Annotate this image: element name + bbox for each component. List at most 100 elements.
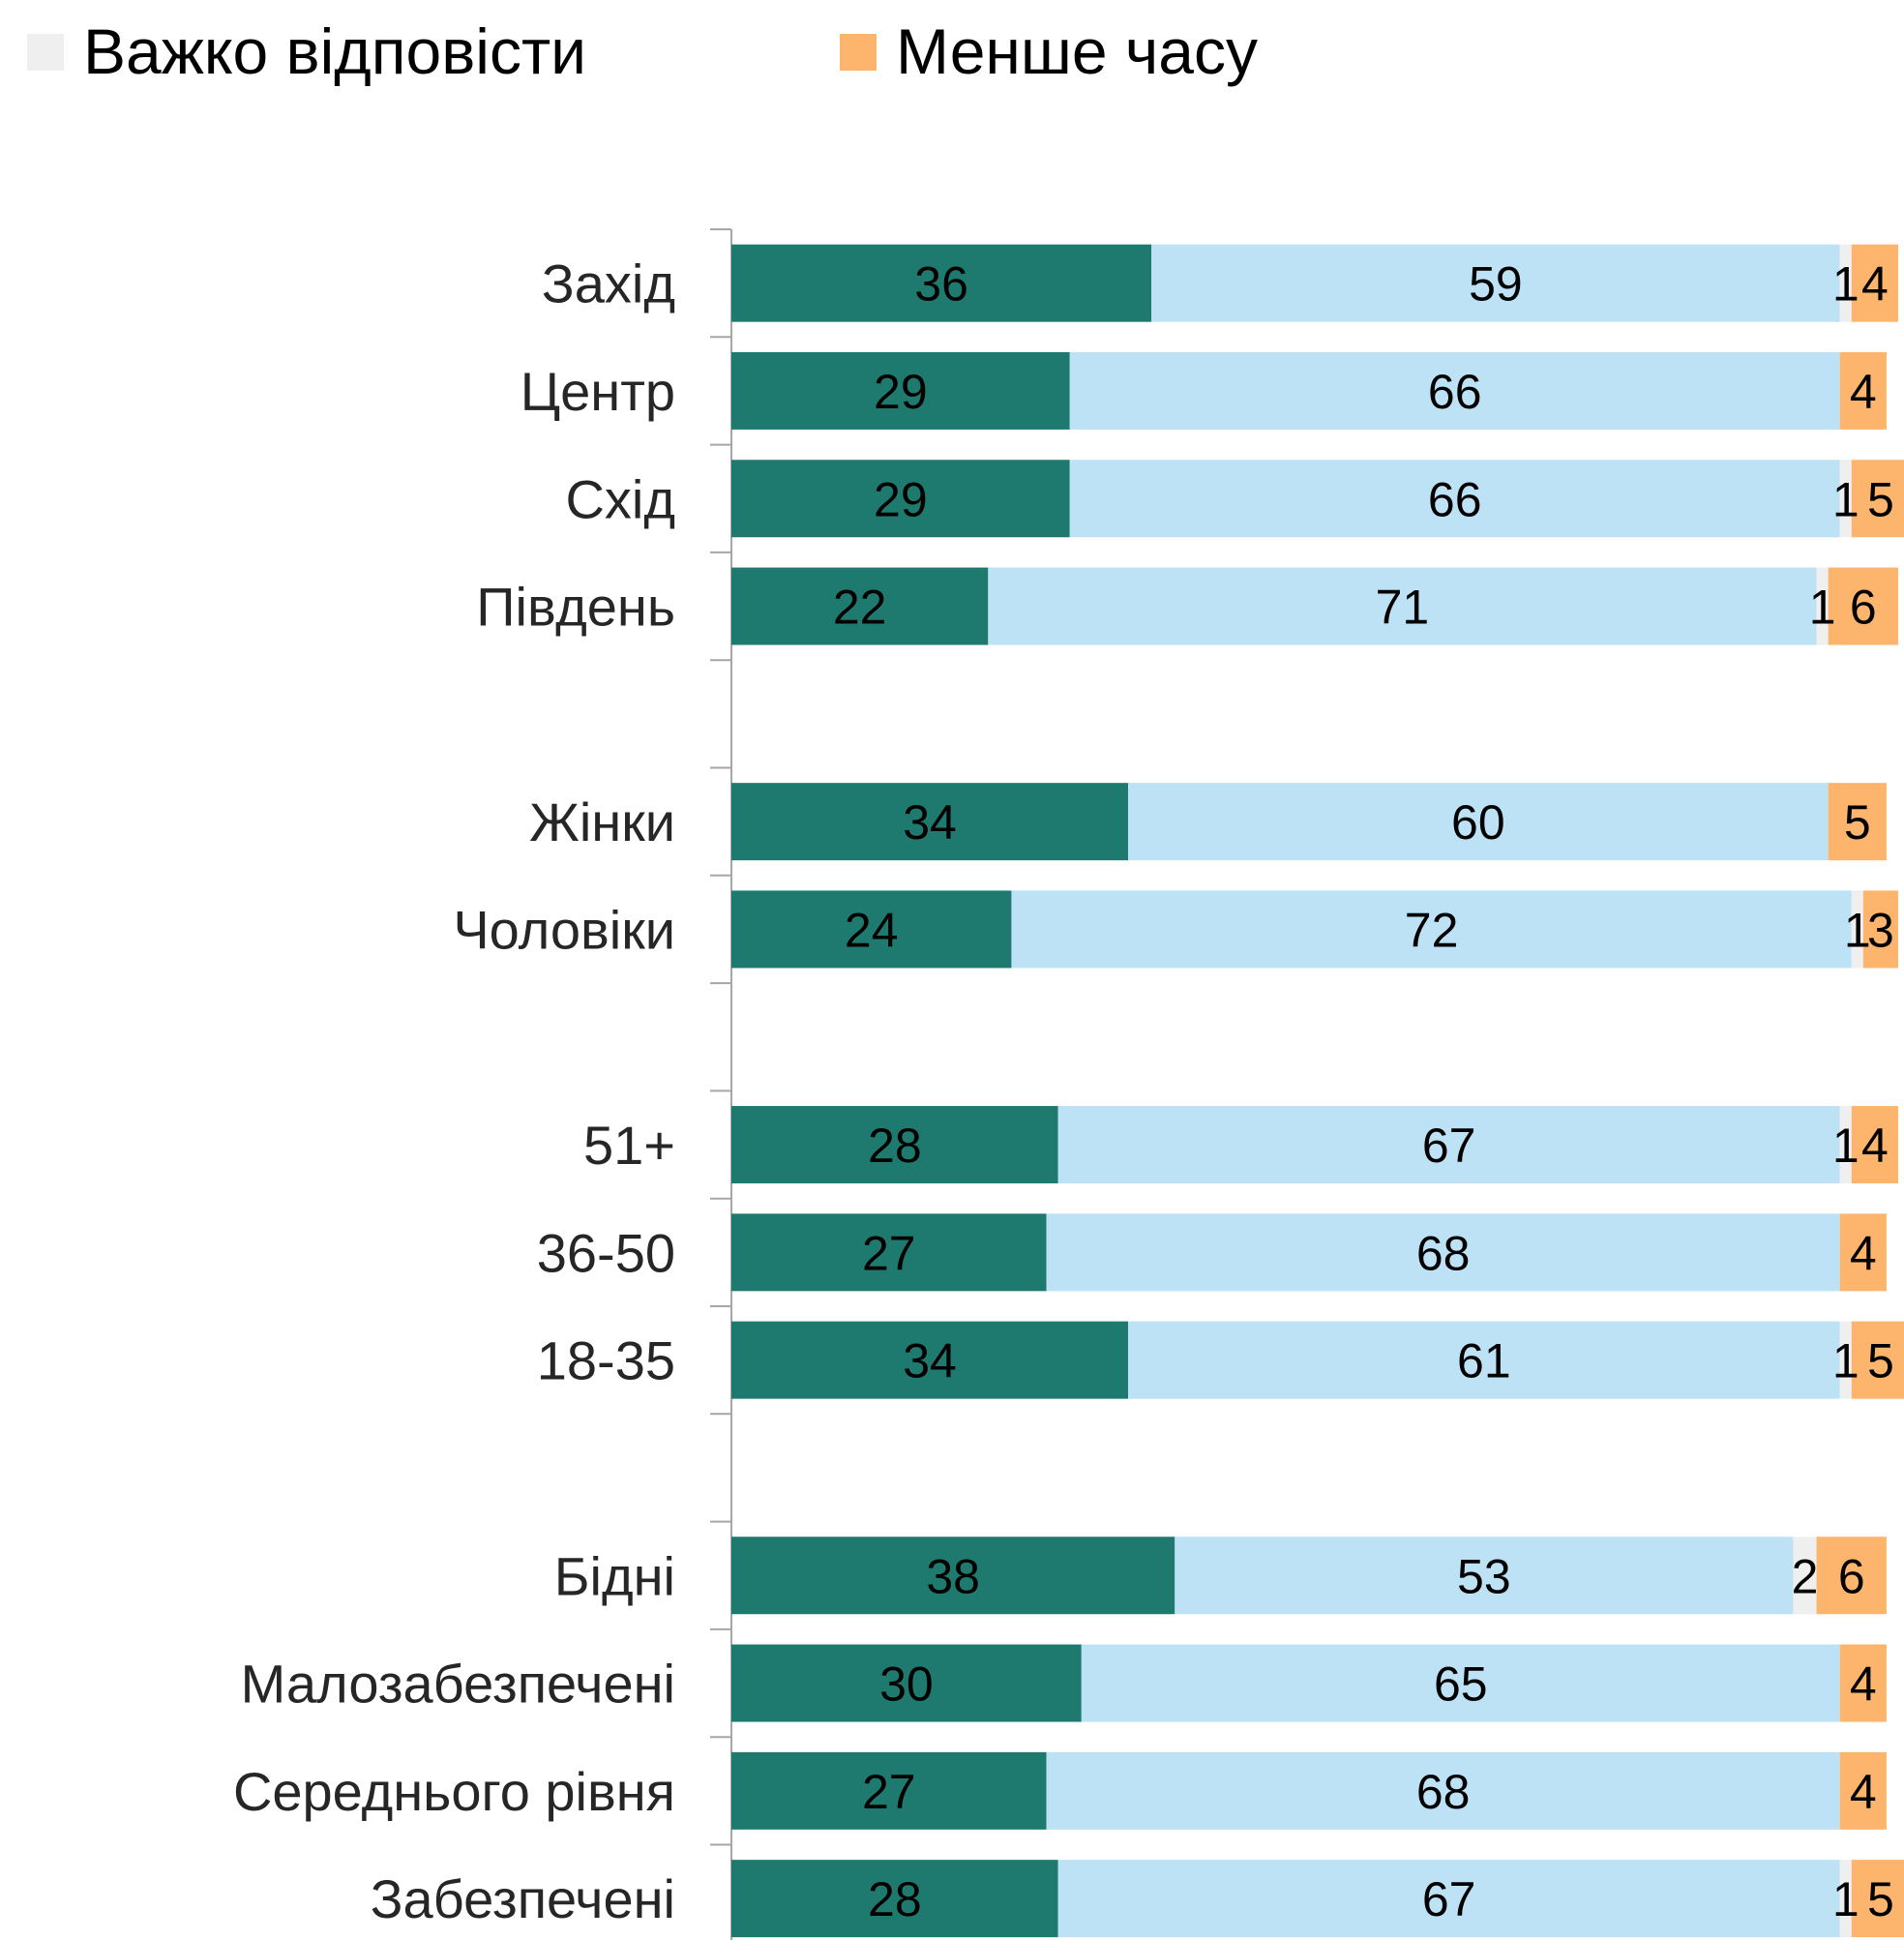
- bar-segment: [731, 1213, 1047, 1292]
- data-label: 60: [1451, 795, 1505, 850]
- bar-segment: [1816, 1537, 1887, 1615]
- bar-segment: [731, 567, 989, 645]
- bar-segment: [1057, 1106, 1840, 1184]
- category-label: Чоловіки: [453, 899, 675, 960]
- data-label: 5: [1844, 795, 1871, 850]
- bar-segment: [731, 1860, 1058, 1938]
- legend-item-dont-know: Важко відповісти: [27, 15, 586, 87]
- data-label: 68: [1416, 1765, 1471, 1819]
- bar-segment: [1839, 244, 1852, 322]
- bar-segment: [1069, 351, 1840, 430]
- bar-segment: [1862, 890, 1898, 969]
- category-label: 51+: [583, 1115, 675, 1176]
- bar-segment: [1851, 1860, 1904, 1938]
- bar-segment: [1057, 1860, 1840, 1938]
- bar-segment: [1828, 567, 1898, 645]
- bar-segment: [731, 783, 1129, 861]
- legend-label-dont-know: Важко відповісти: [83, 15, 586, 87]
- bar-segment: [1839, 1751, 1887, 1830]
- category-label: Центр: [521, 361, 675, 422]
- data-label: 1: [1844, 903, 1871, 957]
- bar-segment: [1851, 890, 1863, 969]
- bar-segment: [1839, 1321, 1852, 1399]
- bar-segment: [1011, 890, 1852, 969]
- bar-segment: [1851, 1321, 1904, 1399]
- data-label: 24: [845, 903, 899, 957]
- data-label: 4: [1850, 1765, 1877, 1819]
- data-label: 38: [926, 1549, 980, 1603]
- data-label: 5: [1867, 1872, 1894, 1926]
- data-label: 1: [1832, 1119, 1859, 1173]
- data-label: 67: [1422, 1872, 1476, 1926]
- category-label: Південь: [476, 577, 675, 638]
- category-label: 36-50: [537, 1222, 675, 1283]
- data-label: 68: [1416, 1226, 1471, 1280]
- bar-segment: [1816, 567, 1829, 645]
- bar-segment: [1839, 351, 1887, 430]
- legend-swatch-less-time: [840, 34, 877, 71]
- bar-segment: [731, 890, 1012, 969]
- bar-segment: [1839, 1106, 1852, 1184]
- category-label: Бідні: [554, 1545, 675, 1606]
- data-label: 34: [903, 1334, 957, 1388]
- bar-segment: [731, 1537, 1175, 1615]
- legend-swatch-dont-know: [27, 34, 64, 71]
- data-label: 4: [1850, 365, 1877, 419]
- data-label: 1: [1832, 257, 1859, 312]
- data-label: 53: [1457, 1549, 1511, 1603]
- bar-segment: [1839, 1213, 1887, 1292]
- data-label: 67: [1422, 1119, 1476, 1173]
- data-label: 34: [903, 795, 957, 850]
- bar-segment: [731, 1644, 1082, 1722]
- data-label: 3: [1867, 903, 1894, 957]
- data-label: 1: [1832, 1872, 1859, 1926]
- data-label: 1: [1832, 1334, 1859, 1388]
- category-label: Схід: [565, 468, 675, 529]
- bar-segment: [1793, 1537, 1817, 1615]
- data-label: 6: [1850, 581, 1877, 635]
- legend-label-less-time: Менше часу: [896, 15, 1258, 87]
- bar-segment: [1151, 244, 1840, 322]
- bar-segment: [1828, 783, 1887, 861]
- category-label: 18-35: [537, 1330, 675, 1391]
- category-label: Жінки: [529, 791, 675, 852]
- data-label: 71: [1376, 581, 1430, 635]
- legend-item-less-time: Менше часу: [840, 15, 1258, 87]
- data-label: 22: [833, 581, 887, 635]
- data-label: 5: [1867, 472, 1894, 526]
- bar-segment: [988, 567, 1817, 645]
- data-label: 1: [1809, 581, 1836, 635]
- bar-segment: [1851, 1106, 1898, 1184]
- bar-segment: [1069, 460, 1840, 538]
- data-label: 6: [1838, 1549, 1865, 1603]
- data-label: 28: [868, 1119, 922, 1173]
- bar-segment: [1128, 1321, 1840, 1399]
- category-label: Середнього рівня: [233, 1761, 675, 1822]
- data-label: 2: [1792, 1549, 1819, 1603]
- data-label: 27: [862, 1226, 916, 1280]
- bar-segment: [731, 460, 1070, 538]
- bar-segment: [1175, 1537, 1794, 1615]
- data-label: 5: [1867, 1334, 1894, 1388]
- data-label: 27: [862, 1765, 916, 1819]
- data-label: 29: [874, 365, 928, 419]
- data-label: 28: [868, 1872, 922, 1926]
- data-label: 36: [914, 257, 968, 312]
- category-label: Забезпечені: [371, 1868, 675, 1929]
- bar-segment: [731, 1106, 1058, 1184]
- data-label: 66: [1428, 365, 1482, 419]
- data-label: 65: [1434, 1657, 1488, 1712]
- data-label: 72: [1405, 903, 1459, 957]
- bar-segment: [1851, 244, 1898, 322]
- bar-segment: [1128, 783, 1829, 861]
- data-label: 30: [879, 1657, 934, 1712]
- legend: Важко відповісти Менше часу: [27, 15, 1258, 87]
- bar-segment: [731, 351, 1070, 430]
- bar-segment: [1839, 1644, 1887, 1722]
- bar-segment: [1851, 460, 1904, 538]
- bar-segment: [1046, 1213, 1840, 1292]
- data-label: 4: [1850, 1657, 1877, 1712]
- data-label: 66: [1428, 472, 1482, 526]
- bar-segment: [1081, 1644, 1840, 1722]
